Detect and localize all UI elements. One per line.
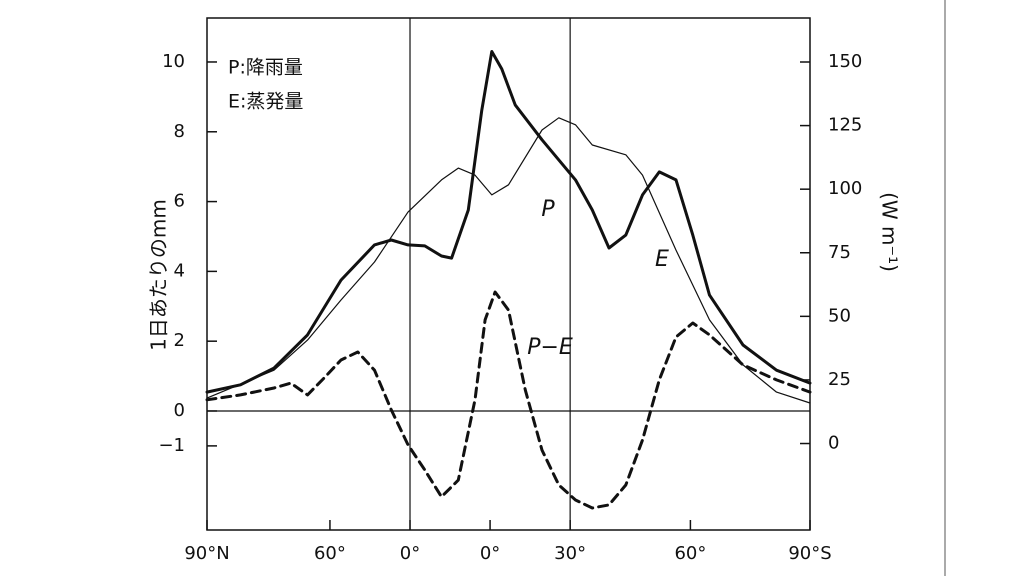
y2-tick-label: 75	[828, 242, 851, 263]
data-line	[205, 290, 812, 510]
y2-axis-label: (W m⁻¹)	[878, 192, 902, 272]
series-label: P−E	[527, 335, 573, 360]
series-label: P	[541, 197, 555, 222]
x-tick-label: 90°N	[184, 543, 229, 564]
y2-tick-label: 125	[828, 115, 862, 136]
series-label: E	[655, 247, 669, 272]
data-line	[206, 117, 811, 404]
y2-tick-label: 0	[828, 433, 839, 454]
x-tick-label: 0°	[480, 543, 500, 564]
y-axis-label: 1日あたりのmm	[147, 199, 171, 351]
y2-tick-label: 50	[828, 305, 851, 326]
y2-tick-label: 100	[828, 178, 862, 199]
y-tick-label: 2	[174, 330, 185, 351]
x-tick-label: 0°	[400, 543, 420, 564]
annotation: E:蒸発量	[228, 91, 303, 113]
data-line	[205, 50, 812, 394]
y2-tick-label: 150	[828, 51, 862, 72]
y-tick-label: −1	[158, 435, 185, 456]
y-tick-label: 0	[174, 400, 185, 421]
y-tick-label: 10	[162, 51, 185, 72]
x-tick-label: 60°	[674, 543, 706, 564]
plot-frame	[206, 17, 811, 531]
y2-tick-label: 25	[828, 369, 851, 390]
x-tick-label: 90°S	[788, 543, 831, 564]
y-tick-label: 8	[174, 121, 185, 142]
x-tick-label: 60°	[314, 543, 346, 564]
y-tick-label: 4	[174, 260, 185, 281]
annotation: P:降雨量	[228, 57, 303, 79]
x-tick-label: 30°	[554, 543, 586, 564]
y-tick-label: 6	[174, 191, 185, 212]
